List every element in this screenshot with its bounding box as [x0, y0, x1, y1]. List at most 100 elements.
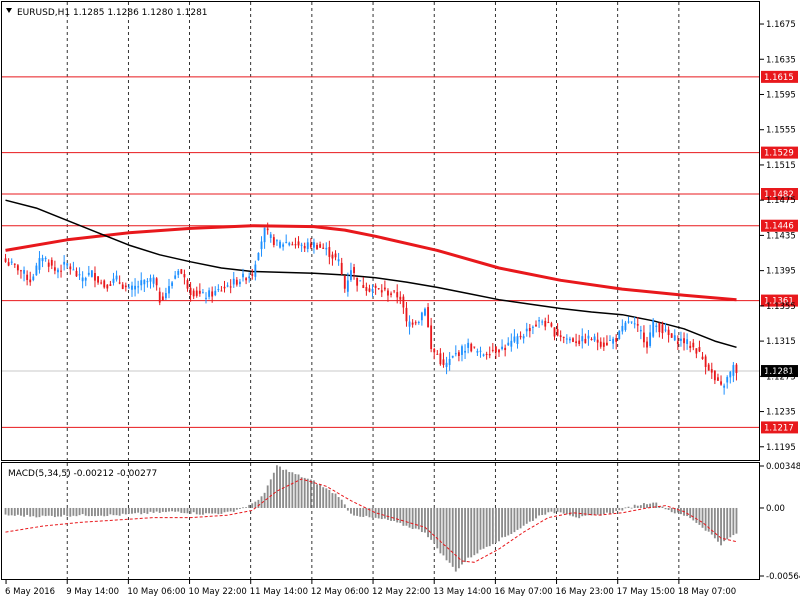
macd-histogram-bar [337, 497, 340, 508]
macd-histogram-bar [103, 507, 106, 517]
candle-body [16, 265, 19, 271]
macd-histogram-bar [427, 507, 429, 538]
candle-body [168, 286, 170, 294]
candle-body [661, 324, 664, 334]
candle-body [627, 321, 630, 323]
level-price-label: 1.1482 [764, 190, 794, 200]
candle-body [23, 270, 25, 274]
candle-body [356, 277, 359, 286]
candle-body [254, 264, 257, 277]
macd-histogram-bar [430, 507, 433, 540]
macd-histogram-bar [713, 507, 716, 539]
price-axis-label: 1.1675 [766, 20, 796, 30]
moving-average-line [5, 199, 737, 349]
candle-body [248, 276, 251, 279]
horizontal-level-lines[interactable]: 1.1615 1.1529 1.1482 1.1446 1.1361 1.1217 1.12… [2, 70, 798, 434]
candle-body [220, 290, 223, 292]
candle-body [606, 342, 608, 346]
candle-body [510, 340, 513, 347]
macd-histogram-bar [618, 507, 621, 511]
candle-body [646, 341, 648, 348]
macd-histogram-bar [436, 507, 439, 549]
macd-histogram-bar [717, 507, 719, 542]
macd-histogram-bar [41, 507, 44, 516]
candle-body [535, 324, 537, 327]
macd-histogram-bar [516, 507, 519, 530]
macd-histogram-bar [507, 507, 510, 536]
candle-body [121, 284, 124, 289]
macd-histogram-bar [356, 507, 359, 516]
candle-body [602, 342, 605, 347]
candle-body [183, 274, 186, 278]
macd-histogram-bar [127, 507, 130, 514]
candle-body [288, 242, 291, 246]
candle-body [504, 347, 507, 351]
candle-body [726, 377, 729, 383]
candle-body [636, 324, 639, 326]
candle-body [47, 262, 50, 267]
macd-histogram-bar [488, 507, 491, 547]
candle-body [464, 350, 466, 353]
time-axis-label: 10 May 06:00 [127, 587, 185, 597]
candle-body [10, 261, 13, 263]
price-axis-label: 1.1195 [766, 443, 796, 453]
macd-signal-line [5, 478, 737, 563]
candle-body [192, 290, 195, 297]
candle-body [205, 297, 207, 299]
macd-histogram-bar [621, 507, 624, 511]
macd-histogram-bar [177, 507, 180, 512]
macd-histogram-bar [417, 507, 420, 530]
macd-histogram-bar [445, 507, 448, 561]
macd-histogram-bar [390, 507, 392, 521]
candle-body [322, 247, 325, 249]
macd-histogram-bar [593, 507, 596, 515]
macd-histogram-bar [13, 507, 16, 516]
macd-histogram-bar [396, 507, 399, 523]
macd-histogram-bar [393, 507, 396, 521]
candle-body [140, 280, 143, 286]
candle-body [498, 349, 500, 353]
candle-body [41, 257, 44, 262]
candle-body [565, 338, 568, 340]
candle-body [368, 288, 371, 292]
candle-body [291, 244, 294, 246]
candle-body [525, 328, 528, 332]
macd-histogram-bar [686, 507, 689, 517]
macd-histogram-bar [195, 507, 198, 515]
candle-body [149, 278, 152, 282]
candle-body [211, 291, 214, 297]
macd-histogram-bar [405, 507, 408, 526]
macd-histogram-bar [38, 507, 41, 518]
candle-body [124, 285, 127, 288]
macd-histogram-bar [143, 507, 146, 514]
candle-body [667, 329, 670, 335]
macd-axis-label: 0.00348 [766, 462, 800, 472]
candle-body [174, 275, 177, 279]
macd-histogram-bar [183, 507, 186, 514]
macd-histogram-bar [504, 507, 507, 537]
candle-body [260, 241, 263, 250]
macd-histogram-bar [7, 507, 10, 516]
macd-histogram-bar [544, 507, 547, 515]
macd-histogram-bar [146, 507, 149, 514]
candle-body [328, 247, 331, 257]
candle-body [90, 270, 93, 277]
macd-histogram-bar [461, 507, 463, 565]
candle-body [476, 351, 479, 353]
candle-body [223, 286, 226, 289]
candle-body [29, 279, 32, 283]
macd-histogram-bar [424, 507, 426, 533]
macd-histogram-bar [161, 507, 164, 512]
candle-body [578, 340, 581, 344]
macd-histogram-bar [510, 507, 513, 535]
candle-body [639, 329, 642, 332]
macd-histogram-bar [636, 505, 639, 508]
candle-body [309, 243, 312, 248]
candle-body [575, 341, 578, 343]
candle-body [408, 321, 411, 327]
macd-histogram-bar [695, 507, 698, 523]
moving-average-line [5, 224, 737, 302]
macd-histogram-bar [198, 507, 201, 515]
candle-body [334, 253, 337, 258]
